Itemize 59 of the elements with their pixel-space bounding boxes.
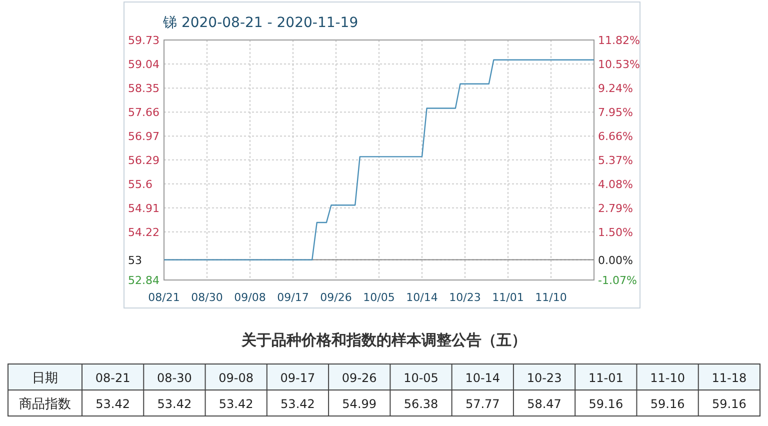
category-label: 09-08 [218,371,254,385]
y-tick-label: 59.73 [128,34,160,47]
y2-tick-label: 9.24% [598,82,633,96]
y2-tick-label: -1.07% [598,274,637,287]
y2-tick-label: 1.50% [598,226,633,240]
chart-title: 锑 2020-08-21 - 2020-11-19 [162,15,358,31]
y-tick-label: 53 [128,254,142,267]
text: 关于品种价格和指数的样本调整公告（五） [240,331,526,349]
data-label: 53.42 [157,397,192,411]
data-label: 53.42 [280,397,315,411]
category-label: 10-23 [526,371,562,385]
y2-tick-label: 4.08% [598,178,633,192]
data-label: 59.16 [650,397,685,411]
x-tick-label: 11/10 [535,291,567,304]
data-label: 53.42 [218,397,254,411]
category-label: 11-10 [650,371,685,385]
x-tick-label: 09/26 [320,291,352,304]
category-label: 11-18 [712,371,747,385]
y2-tick-label: 11.82% [598,34,640,47]
y-tick-label: 56.97 [128,130,160,144]
category-label: 10-14 [465,371,500,385]
y-tick-label: 54.91 [128,202,160,215]
x-tick-label: 10/23 [449,291,481,304]
line-series [163,59,595,260]
data-label: 54.99 [342,397,377,411]
x-tick-label: 09/08 [234,291,266,304]
category-label: 10-05 [404,371,438,385]
x-tick-label: 08/21 [148,291,180,304]
category-label: 08-30 [157,371,192,385]
y2-tick-label: 2.79% [598,202,633,216]
y-tick-label: 52.84 [128,274,160,287]
y2-tick-label: 5.37% [598,154,633,168]
y-tick-label: 59.04 [128,58,160,72]
x-tick-label: 08/30 [191,291,223,304]
data-label: 57.77 [465,397,500,411]
category-label: 09-26 [342,371,377,385]
x-tick-label: 09/17 [277,291,309,304]
x-tick-label: 10/05 [363,291,395,304]
y-tick-label: 54.22 [128,226,160,239]
data-label: 56.38 [404,397,438,411]
category-label: 11-01 [588,371,624,385]
y-tick-label: 58.35 [128,82,160,96]
category-label: 09-17 [280,371,316,385]
data-label: 59.16 [712,397,746,411]
data-label: 53.42 [96,397,130,411]
x-tick-label: 10/14 [406,291,438,304]
x-tick-label: 11/01 [492,291,524,304]
y-tick-label: 56.29 [128,154,160,167]
category-label: 08-21 [95,371,130,385]
data-label: 59.16 [588,397,624,411]
y-tick-label: 55.6 [128,178,152,191]
text: 商品指数 [19,397,71,412]
y2-tick-label: 7.95% [598,106,633,120]
data-label: 58.47 [527,397,562,411]
y2-tick-label: 0.00% [598,254,633,268]
y-tick-label: 57.66 [128,106,160,120]
text: 日期 [32,371,58,386]
y2-tick-label: 10.53% [598,58,640,72]
y2-tick-label: 6.66% [598,130,633,144]
